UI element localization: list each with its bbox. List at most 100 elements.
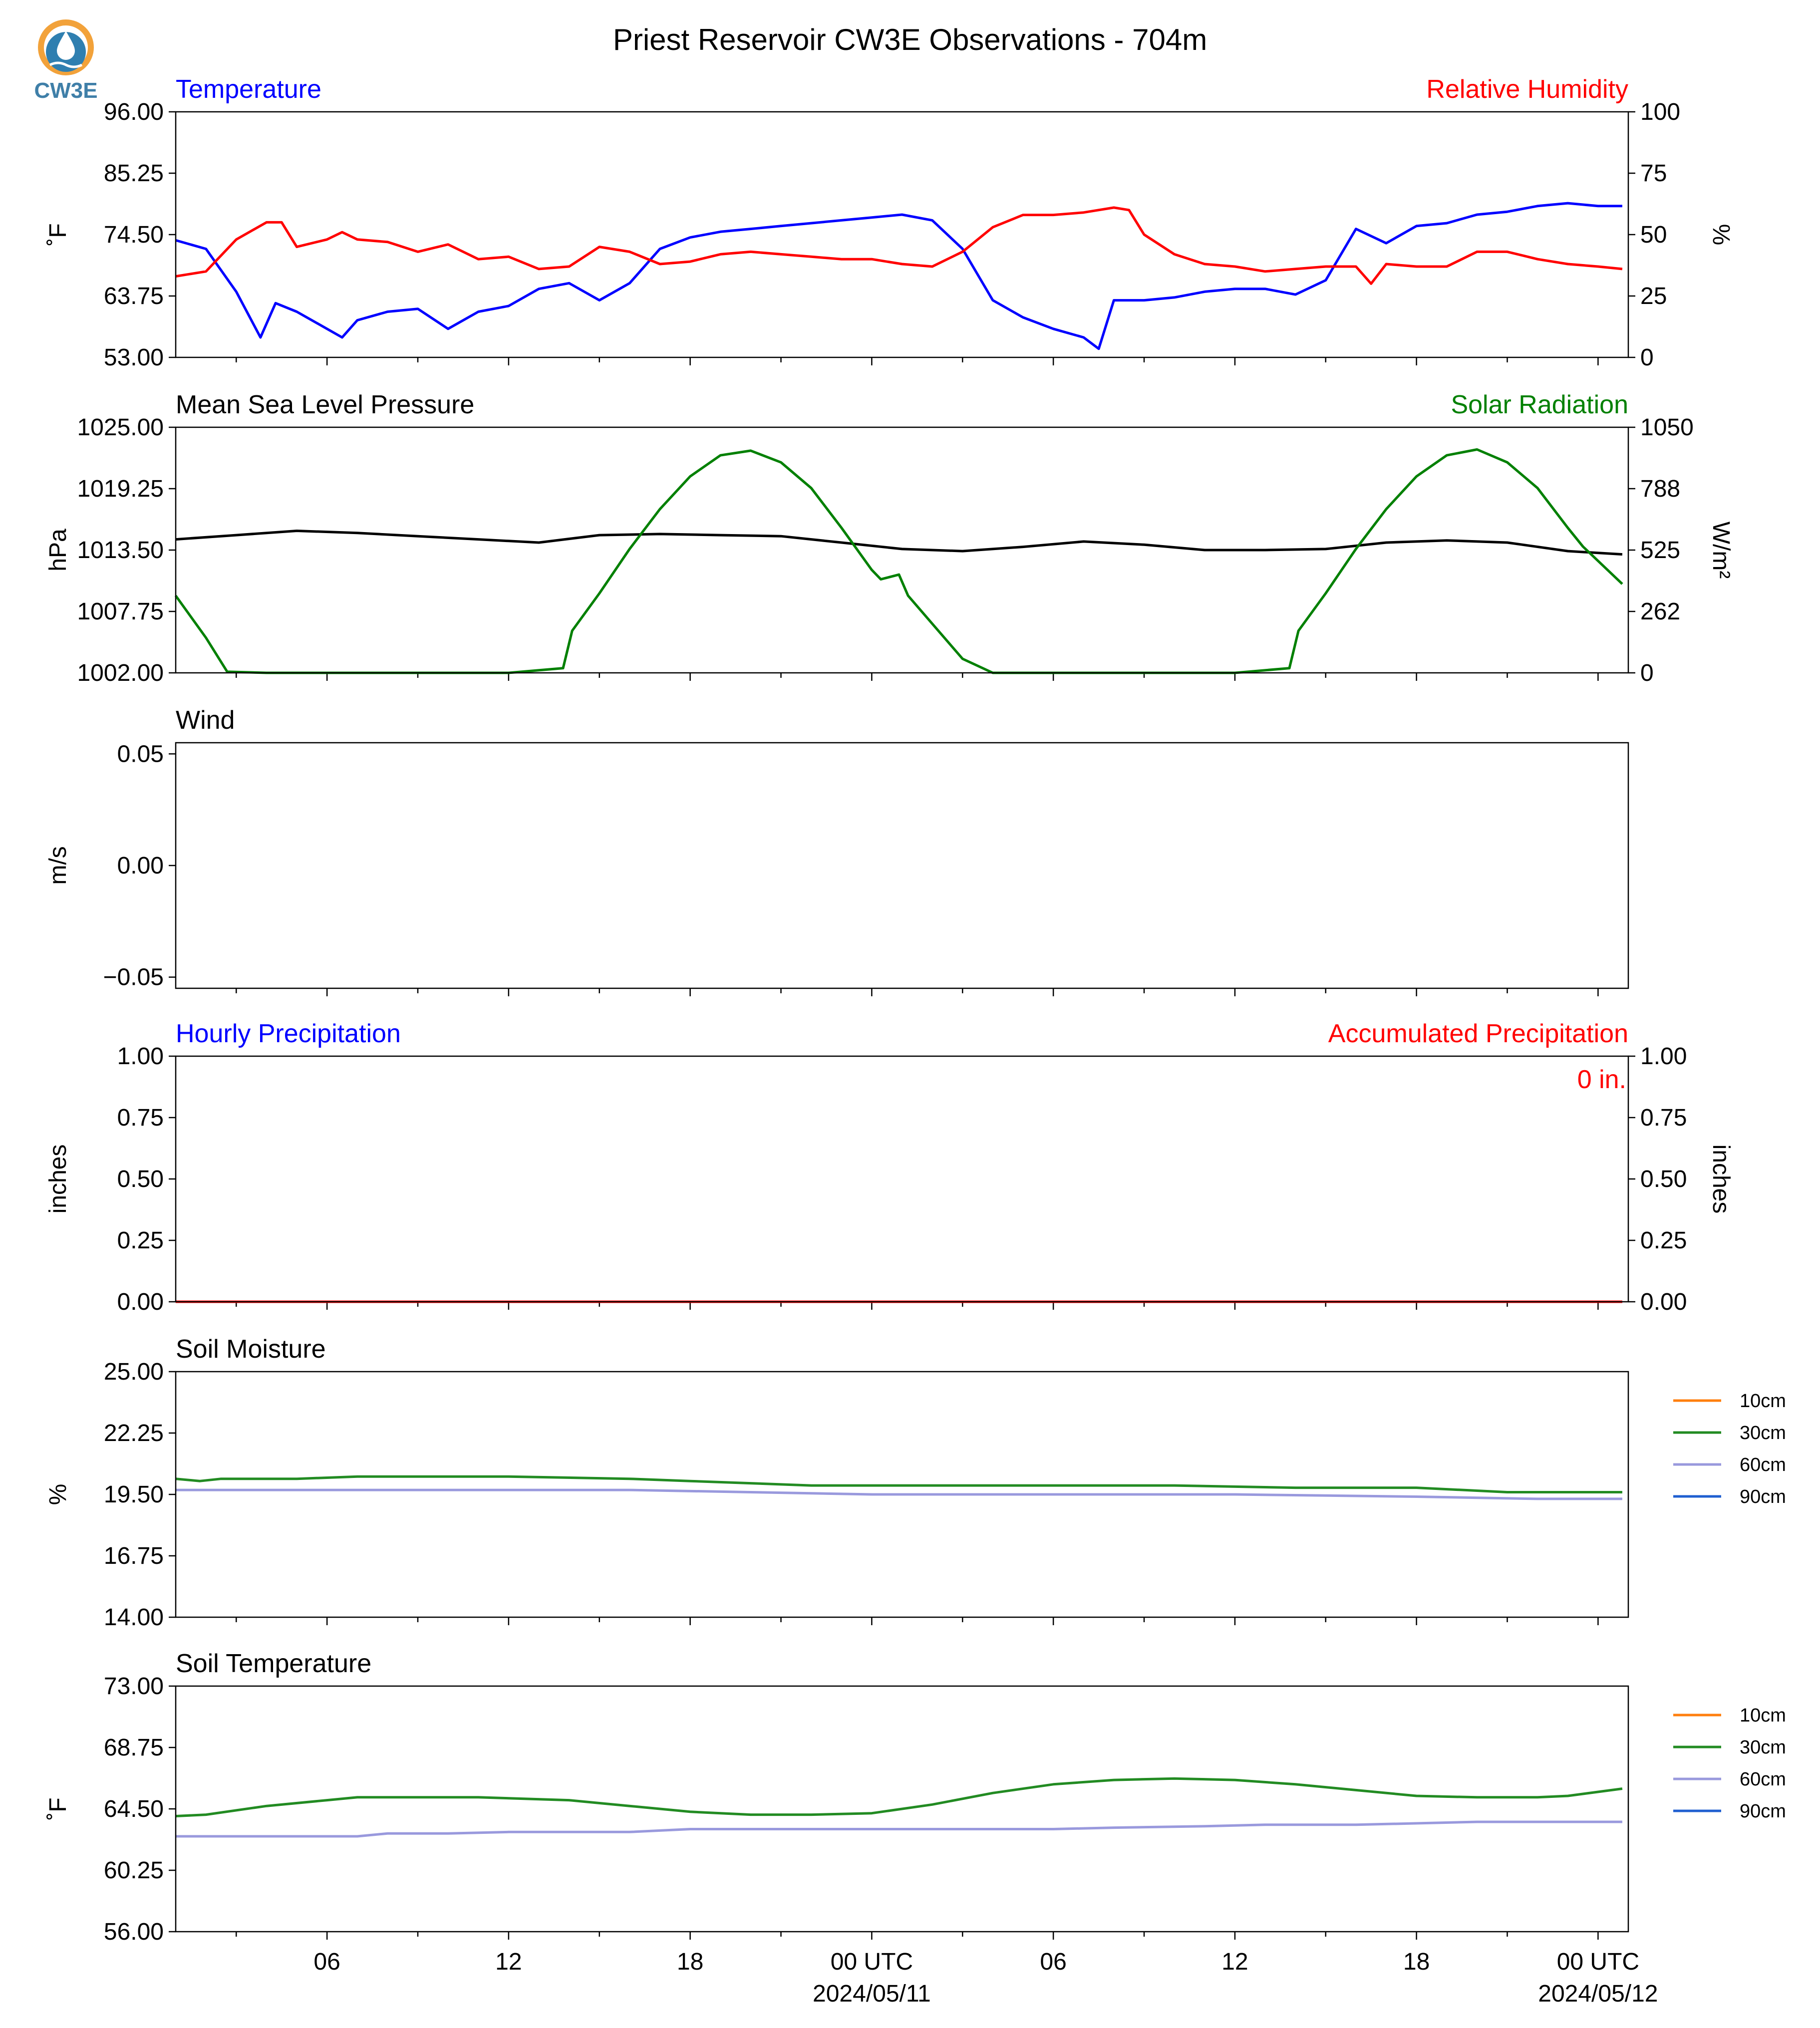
panel-title-right: Solar Radiation	[1451, 390, 1628, 419]
panel-title-left: Soil Moisture	[176, 1335, 326, 1364]
x-tick-date-label: 2024/05/12	[1538, 1981, 1658, 2007]
plot-frame	[175, 742, 1629, 989]
x-tick-label: 00 UTC	[831, 1949, 913, 1975]
series-line-30cm	[175, 1475, 1622, 1493]
panel-title-left: Mean Sea Level Pressure	[176, 390, 474, 419]
y-tick-label: 16.75	[104, 1543, 164, 1569]
y2-axis-label: inches	[1708, 1145, 1734, 1214]
y-tick-label: 74.50	[104, 222, 164, 248]
panel-soil-moisture: 14.00 16.75 19.50 22.25 25.00% Soil Moisture 1…	[45, 1335, 1786, 1631]
panel-title-left: Wind	[176, 706, 235, 735]
y-tick-label: 1025.00	[77, 414, 164, 441]
panels: 53.00 63.75 74.50 85.25 96.00 0 25 50 75 100 ˚F % Te…	[45, 75, 1786, 2007]
plot-frame	[175, 1055, 1629, 1303]
y-axis-label: %	[45, 1484, 71, 1505]
y-axis-label: inches	[45, 1145, 71, 1214]
series-line	[174, 448, 1623, 674]
y2-tick-label: 50	[1640, 222, 1667, 248]
panel-soil-temperature: 56.00 60.25 64.50 68.75 73.00 ˚F Soil Temperat…	[45, 1649, 1786, 1945]
y-tick-label: 25.00	[104, 1359, 164, 1385]
y-tick-label: 0.05	[117, 741, 164, 767]
panel-temperature-rh: 53.00 63.75 74.50 85.25 96.00 0 25 50 75 100 ˚F % Te…	[45, 75, 1734, 371]
y-tick-label: 73.00	[104, 1673, 164, 1700]
y-tick-label: 1013.50	[77, 537, 164, 564]
series-line-30cm	[175, 1777, 1623, 1817]
legend-label-10cm: 10cm	[1740, 1391, 1786, 1412]
logo-text: CW3E	[34, 78, 97, 103]
panel-title-left: Temperature	[176, 75, 321, 104]
plot-frame	[175, 1685, 1629, 1933]
y-tick-label: 64.50	[104, 1796, 164, 1822]
y2-tick-label: 0.00	[1640, 1289, 1687, 1315]
x-tick-label: 18	[677, 1949, 703, 1975]
y2-tick-label: 0.75	[1640, 1105, 1687, 1131]
y2-tick-label: 0.50	[1640, 1166, 1687, 1192]
y2-axis-label: %	[1708, 224, 1734, 246]
legend-label-10cm: 10cm	[1740, 1705, 1786, 1726]
y-tick-label: 96.00	[104, 99, 164, 125]
y2-tick-label: 0.25	[1640, 1227, 1687, 1254]
series-line	[175, 530, 1623, 556]
legend-label-30cm: 30cm	[1740, 1423, 1786, 1444]
y-tick-label: 0.25	[117, 1227, 164, 1254]
y-tick-label: 1007.75	[77, 598, 164, 625]
panel-title-right: Accumulated Precipitation	[1328, 1019, 1628, 1048]
panel-annotation: 0 in.	[1577, 1065, 1626, 1094]
panel-title-left: Hourly Precipitation	[176, 1019, 401, 1048]
y2-tick-label: 0	[1640, 344, 1654, 371]
y-axis-label: hPa	[45, 529, 71, 572]
y-tick-label: 0.00	[117, 1289, 164, 1315]
legend-label-30cm: 30cm	[1740, 1737, 1786, 1758]
panel-title-right: Relative Humidity	[1426, 75, 1628, 104]
panel-pressure-solar: 1002.00 1007.75 1013.50 1019.25 1025.00 0 262 5…	[45, 390, 1734, 686]
x-tick-label: 18	[1403, 1949, 1430, 1975]
y-tick-label: 1019.25	[77, 476, 164, 502]
y2-tick-label: 0	[1640, 660, 1654, 686]
y-tick-label: 22.25	[104, 1420, 164, 1447]
y-tick-label: 1002.00	[77, 660, 164, 686]
y-tick-label: 68.75	[104, 1735, 164, 1761]
cw3e-logo: CW3E	[34, 19, 98, 103]
x-tick-label: 06	[313, 1949, 340, 1975]
y2-tick-label: 25	[1640, 283, 1667, 309]
y-tick-label: 85.25	[104, 160, 164, 187]
y2-tick-label: 75	[1640, 160, 1667, 187]
panel-precipitation: 0.00 0.25 0.50 0.75 1.00 0.00 0.25 0.50 0.75 1.00…	[45, 1019, 1734, 1315]
y-tick-label: 0.75	[117, 1105, 164, 1131]
x-tick-label: 00 UTC	[1557, 1949, 1639, 1975]
legend-label-90cm: 90cm	[1740, 1801, 1786, 1822]
y2-tick-label: 525	[1640, 537, 1680, 564]
y2-tick-label: 1.00	[1640, 1043, 1687, 1070]
series-line-60cm	[176, 1488, 1622, 1500]
plot-frame	[175, 1371, 1629, 1618]
x-tick-date-label: 2024/05/11	[813, 1981, 931, 2007]
y-tick-label: −0.05	[103, 964, 164, 991]
y-tick-label: 0.00	[117, 853, 164, 879]
y-tick-label: 60.25	[104, 1857, 164, 1884]
plot-frame	[175, 426, 1629, 674]
panel-title-left: Soil Temperature	[176, 1649, 371, 1678]
legend-label-90cm: 90cm	[1740, 1486, 1786, 1507]
y2-tick-label: 262	[1640, 598, 1680, 625]
y-tick-label: 19.50	[104, 1481, 164, 1508]
series-line	[175, 206, 1623, 285]
figure-title: Priest Reservoir CW3E Observations - 704…	[613, 23, 1207, 56]
cw3e-water-drop-icon	[38, 19, 94, 75]
y2-tick-label: 100	[1640, 99, 1680, 125]
legend-label-60cm: 60cm	[1740, 1769, 1786, 1790]
y-tick-label: 56.00	[104, 1919, 164, 1945]
x-tick-label: 06	[1040, 1949, 1066, 1975]
series-line	[175, 202, 1622, 350]
y-tick-label: 53.00	[104, 344, 164, 371]
legend-label-60cm: 60cm	[1740, 1454, 1786, 1475]
x-tick-label: 12	[495, 1949, 522, 1975]
series-line-60cm	[176, 1820, 1622, 1838]
y2-tick-label: 1050	[1640, 414, 1694, 441]
plot-frame	[175, 111, 1629, 358]
y-axis-label: ˚F	[45, 223, 71, 246]
panel-wind: −0.05 0.00 0.05 m/s Wind	[45, 706, 1629, 996]
y2-axis-label: W/m²	[1708, 522, 1734, 579]
y-axis-label: m/s	[45, 846, 71, 884]
y-axis-label: ˚F	[45, 1797, 71, 1820]
y2-tick-label: 788	[1640, 476, 1680, 502]
